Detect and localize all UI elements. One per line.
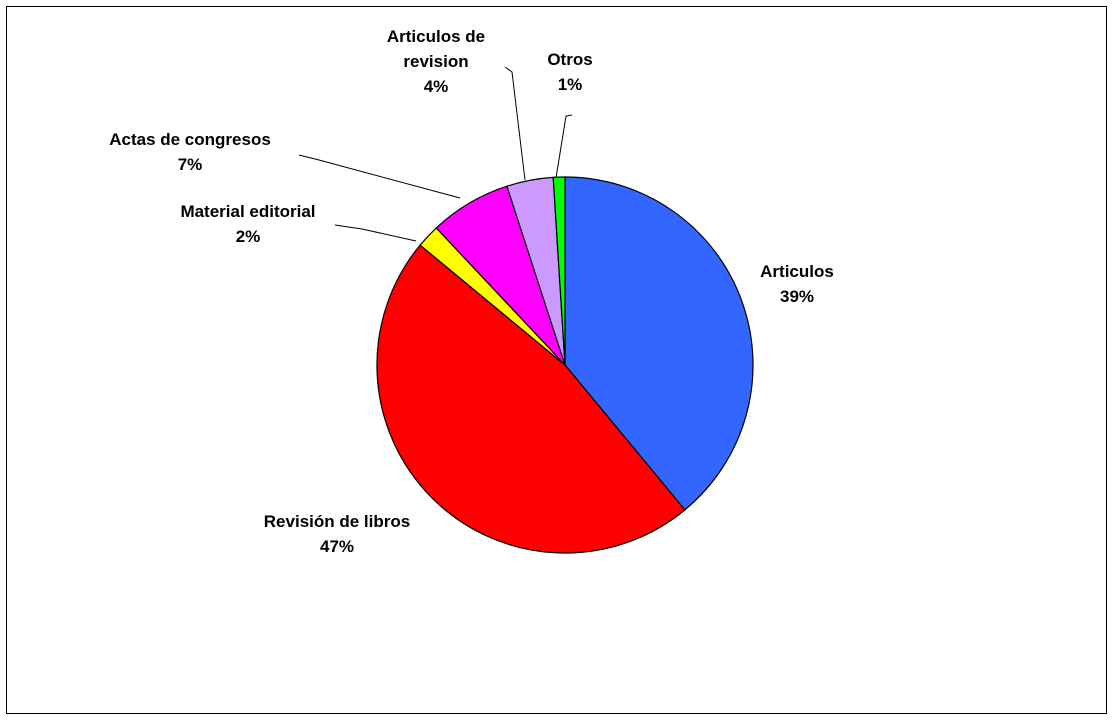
slice-percent-material-editorial: 2% (236, 227, 261, 246)
slice-label-articulos: Articulos 39% (760, 262, 834, 306)
slice-name-revision-de-libros: Revisión de libros (264, 512, 410, 531)
pie-slice-otros (552, 176, 566, 366)
slice-name-articulos: Articulos (760, 262, 834, 281)
slice-label-material-editorial: Material editorial 2% (180, 202, 315, 246)
pie-slice-articulos (564, 176, 754, 511)
slice-name-otros: Otros (547, 50, 592, 69)
slice-percent-revision-de-libros: 47% (320, 537, 354, 556)
slice-percent-actas-de-congresos: 7% (178, 155, 203, 174)
pie-slice-revision-de-libros (376, 244, 686, 554)
slice-name-material-editorial: Material editorial (180, 202, 315, 221)
slice-percent-otros: 1% (558, 75, 583, 94)
slice-name-articulos-de-revision: Articulos de (387, 27, 485, 46)
slice-name-actas-de-congresos: Actas de congresos (109, 130, 271, 149)
slice-label-otros: Otros 1% (547, 50, 592, 94)
leader-line-material-editorial (334, 224, 417, 242)
slice-label-articulos-de-revision: Articulos de revision 4% (387, 27, 485, 96)
leader-line-actas-de-congresos (298, 154, 461, 199)
slice-percent-articulos: 39% (780, 287, 814, 306)
leader-line-articulos-de-revision (504, 66, 526, 181)
slice-name-articulos-de-revision: revision (403, 52, 468, 71)
slice-label-revision-de-libros: Revisión de libros 47% (264, 512, 410, 556)
leader-line-otros (555, 114, 573, 179)
slice-percent-articulos-de-revision: 4% (424, 77, 449, 96)
slice-label-actas-de-congresos: Actas de congresos 7% (109, 130, 271, 174)
